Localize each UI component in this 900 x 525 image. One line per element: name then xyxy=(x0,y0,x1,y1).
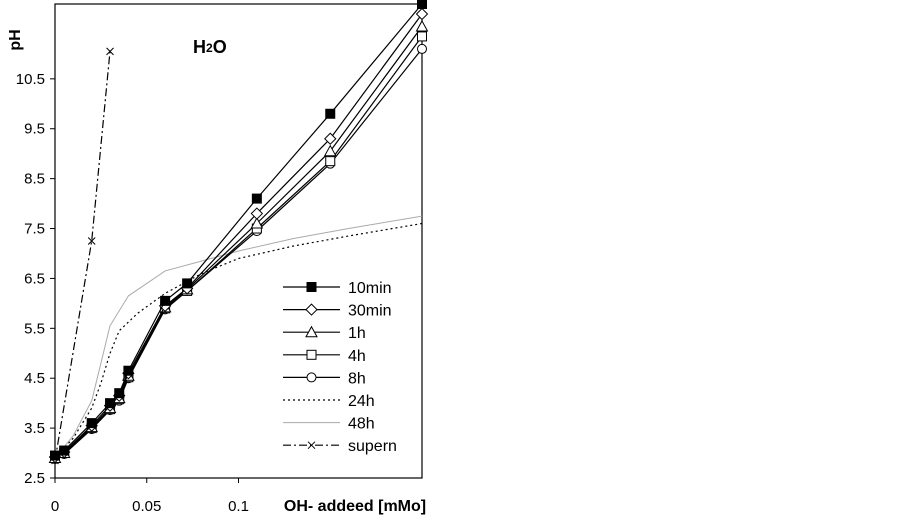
data-point xyxy=(325,108,336,119)
legend-label: supern xyxy=(348,438,397,455)
legend-item-supern: supern xyxy=(283,438,397,455)
legend-marker xyxy=(305,325,318,338)
data-point xyxy=(323,144,337,157)
x-axis-title: OH- addeed [mMo] xyxy=(284,498,426,515)
legend-label: 24h xyxy=(348,393,375,410)
series-layer xyxy=(48,0,429,465)
y-tick-label: 10.5 xyxy=(16,71,45,88)
series-line xyxy=(54,222,423,459)
x-tick-label: 0.05 xyxy=(132,498,161,515)
y-tick-label: 3.5 xyxy=(24,420,45,437)
y-tick-label: 4.5 xyxy=(24,370,45,387)
series-line xyxy=(54,51,111,461)
legend-item-1h: 1h xyxy=(283,325,366,342)
legend-marker xyxy=(305,303,318,316)
series-supern xyxy=(51,47,114,465)
legend: 10min 30min 1h 4h 8h 24h 48h supern xyxy=(283,280,397,455)
data-point xyxy=(250,207,264,220)
data-point xyxy=(182,278,193,289)
data-point xyxy=(415,19,429,32)
y-tick-label: 2.5 xyxy=(24,470,45,487)
legend-marker xyxy=(306,372,317,383)
y-axis-title: pH xyxy=(7,29,24,50)
data-point xyxy=(251,193,262,204)
annotation-sub: 2 xyxy=(206,41,213,55)
data-point xyxy=(324,132,337,145)
axes-group: 2.5 3.5 4.5 5.5 6.5 7.5 8.5 9.5 10.5 0 0.05 0.1 xyxy=(16,3,423,515)
legend-item-48h: 48h xyxy=(283,416,375,433)
chart-annotation: H2O xyxy=(193,37,227,57)
data-point xyxy=(106,47,114,56)
data-point xyxy=(325,156,336,167)
annotation-tail: O xyxy=(213,37,227,57)
legend-marker xyxy=(306,349,317,360)
series-line xyxy=(54,215,423,459)
data-point xyxy=(415,7,429,21)
data-point xyxy=(50,450,60,461)
data-point xyxy=(417,0,427,9)
legend-item-8h: 8h xyxy=(283,370,366,387)
series-48h xyxy=(54,215,423,459)
data-point xyxy=(250,216,264,229)
legend-label: 4h xyxy=(348,348,366,365)
y-tick-label: 9.5 xyxy=(24,121,45,138)
x-tick-label: 0.1 xyxy=(228,498,249,515)
legend-marker xyxy=(307,441,316,450)
data-point xyxy=(86,418,97,429)
series-10min xyxy=(50,0,427,461)
x-tick-label: 0 xyxy=(51,498,59,515)
data-point xyxy=(417,43,427,54)
legend-marker xyxy=(306,282,317,292)
annotation-main: H xyxy=(193,37,206,57)
legend-label: 1h xyxy=(348,325,366,342)
legend-label: 8h xyxy=(348,370,366,387)
data-point xyxy=(417,31,427,42)
series-24h xyxy=(54,222,423,459)
y-tick-label: 6.5 xyxy=(24,270,45,287)
data-point xyxy=(160,295,171,306)
legend-label: 10min xyxy=(348,280,392,297)
data-point xyxy=(59,445,70,456)
legend-item-24h: 24h xyxy=(283,393,375,410)
y-tick-label: 5.5 xyxy=(24,320,45,337)
data-point xyxy=(123,365,134,376)
y-tick-label: 7.5 xyxy=(24,221,45,238)
series-line xyxy=(54,13,423,458)
legend-item-30min: 30min xyxy=(283,303,392,320)
series-line xyxy=(54,3,423,457)
data-point xyxy=(114,388,125,399)
legend-label: 48h xyxy=(348,416,375,433)
legend-item-4h: 4h xyxy=(283,348,366,365)
data-point xyxy=(105,398,116,409)
y-tick-label: 8.5 xyxy=(24,171,45,188)
legend-item-10min: 10min xyxy=(283,280,392,297)
data-point xyxy=(87,237,96,245)
legend-label: 30min xyxy=(348,303,392,320)
